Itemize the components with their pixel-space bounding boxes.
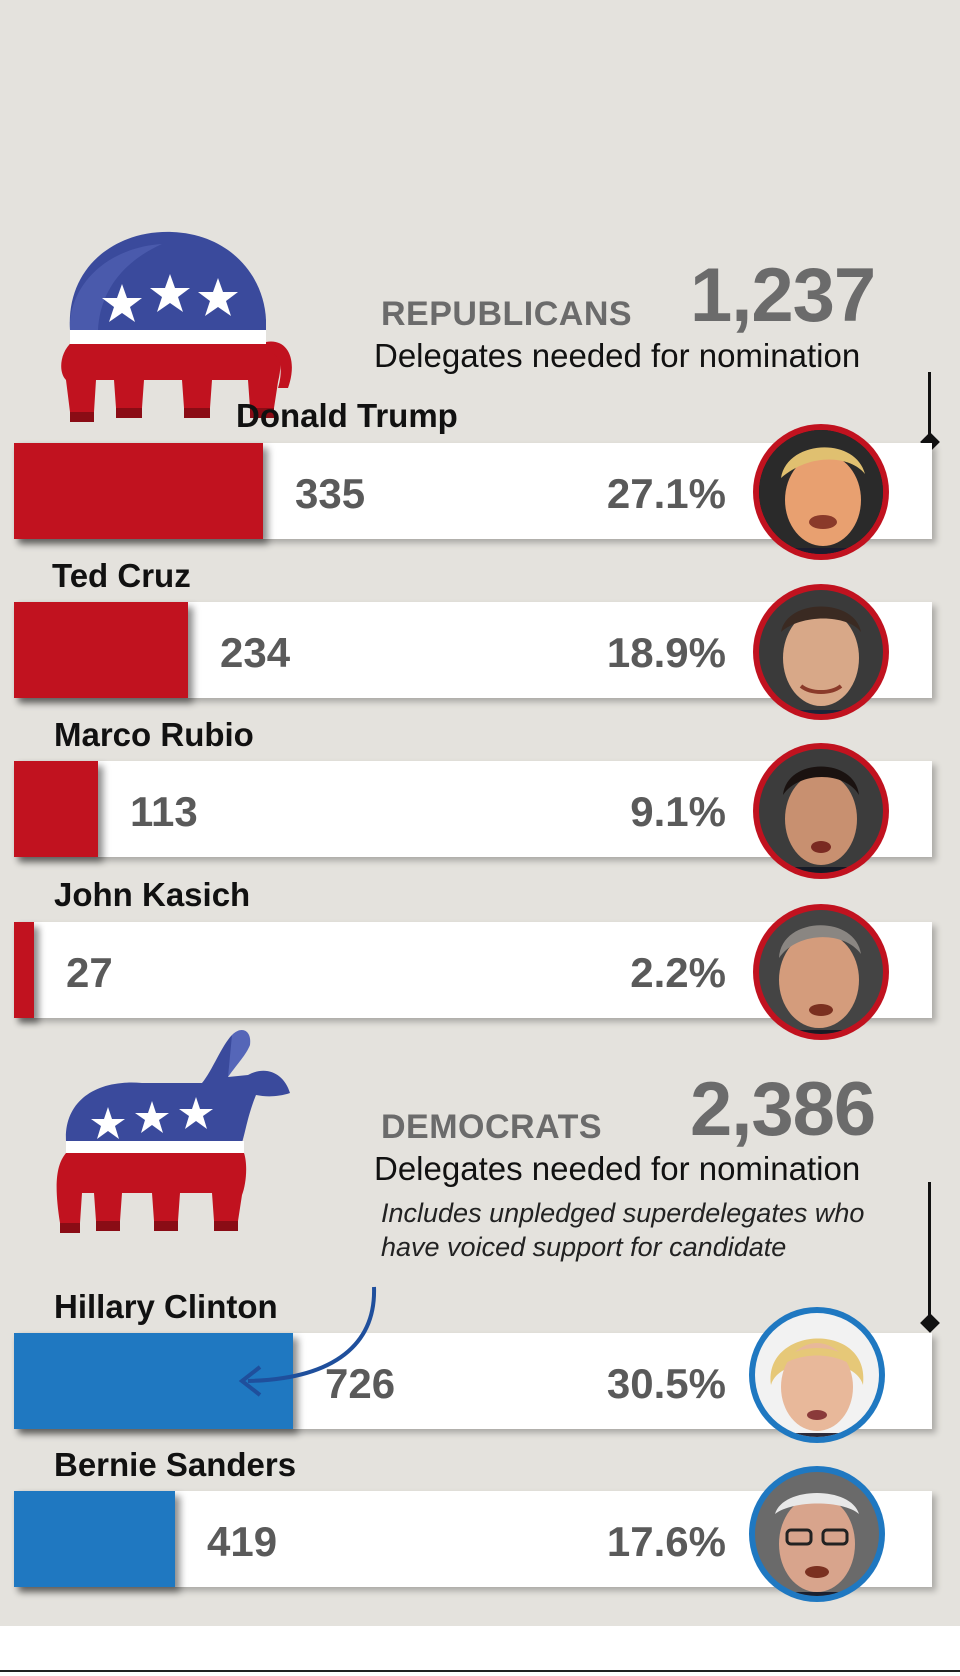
marco-rubio-photo xyxy=(753,743,889,879)
republicans-needed-text: Delegates needed for nomination xyxy=(374,337,861,374)
delegate-count: 335 xyxy=(295,470,366,517)
bar-donald-trump xyxy=(14,443,263,539)
bar-marco-rubio xyxy=(14,761,98,857)
delegate-count: 27 xyxy=(66,949,113,996)
percent-label: 27.1% xyxy=(606,470,726,517)
republican-elephant-icon xyxy=(61,231,292,422)
percent-label: 17.6% xyxy=(606,1518,726,1565)
democrats-threshold-line xyxy=(928,1182,931,1324)
ted-cruz-photo xyxy=(753,584,889,720)
democrats-needed-number: 2,386 xyxy=(690,1067,876,1152)
john-kasich-photo xyxy=(753,904,889,1040)
hillary-clinton-photo xyxy=(749,1307,885,1443)
percent-label: 2.2% xyxy=(630,949,726,996)
percent-label: 9.1% xyxy=(630,788,726,835)
candidate-name: Marco Rubio xyxy=(54,716,254,753)
percent-label: 30.5% xyxy=(606,1360,726,1407)
superdelegates-note: Includes unpledged superdelegates who ha… xyxy=(381,1198,865,1262)
republicans-label: REPUBLICANS xyxy=(381,295,633,333)
delegate-count: 726 xyxy=(325,1360,396,1407)
delegate-count: 113 xyxy=(130,788,198,835)
republicans-threshold-line xyxy=(928,372,931,444)
donald-trump-photo xyxy=(753,424,889,560)
bar-ted-cruz xyxy=(14,602,188,698)
candidate-name: Ted Cruz xyxy=(52,557,191,594)
democrats-needed-text: Delegates needed for nomination xyxy=(374,1150,861,1187)
bar-john-kasich xyxy=(14,922,34,1018)
republicans-needed-number: 1,237 xyxy=(690,253,876,338)
candidate-name: Hillary Clinton xyxy=(54,1288,278,1325)
bottom-rule xyxy=(0,1670,960,1672)
candidate-name: Donald Trump xyxy=(236,397,458,434)
democrats-threshold-marker xyxy=(920,1313,940,1333)
bar-hillary-clinton xyxy=(14,1333,293,1429)
bernie-sanders-photo xyxy=(749,1466,885,1602)
bar-bernie-sanders xyxy=(14,1491,175,1587)
delegate-count: 234 xyxy=(220,629,291,676)
candidate-name: John Kasich xyxy=(54,876,251,913)
candidate-name: Bernie Sanders xyxy=(54,1446,297,1483)
democrats-label: DEMOCRATS xyxy=(381,1108,603,1146)
democratic-donkey-icon xyxy=(56,1030,290,1233)
note-arrow-icon xyxy=(238,1286,377,1397)
percent-label: 18.9% xyxy=(606,629,726,676)
infographic-canvas: REPUBLICANS 1,237 Delegates needed for n… xyxy=(0,0,960,1626)
delegate-count: 419 xyxy=(207,1518,278,1565)
